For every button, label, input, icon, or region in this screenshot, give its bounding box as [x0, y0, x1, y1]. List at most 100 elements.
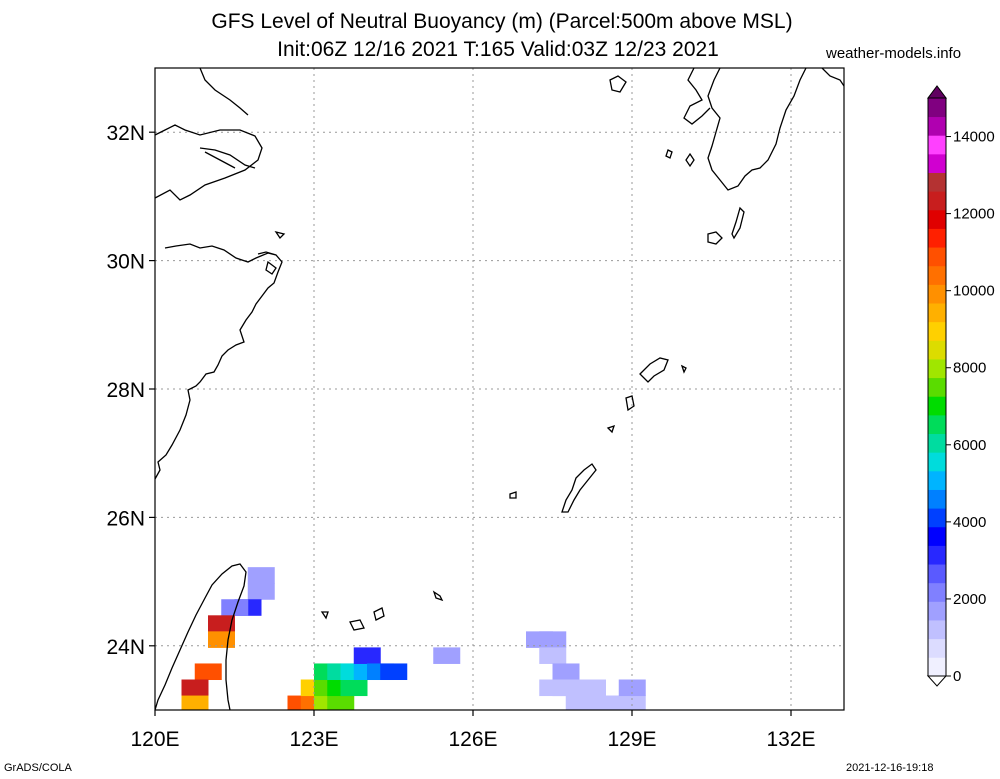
- colorbar-segment: [928, 284, 946, 304]
- colorbar-segment: [928, 265, 946, 285]
- colorbar-segment: [928, 321, 946, 341]
- x-tick-label: 120E: [130, 728, 179, 751]
- field-cell: [327, 695, 355, 710]
- coastline-china: [155, 243, 283, 480]
- island-hachijo: [680, 364, 687, 374]
- island-zhoushan: [265, 230, 286, 275]
- colorbar-segment: [928, 582, 946, 602]
- field-cell: [579, 679, 606, 697]
- field-cell: [208, 615, 235, 632]
- colorbar-min-arrow: [926, 675, 948, 687]
- coastline-yangtze: [155, 124, 263, 201]
- colorbar-segment: [928, 545, 946, 565]
- field-cell: [618, 695, 646, 710]
- x-tick-label: 126E: [448, 728, 497, 751]
- x-tick-label: 123E: [289, 728, 338, 751]
- colorbar: 0 2000 4000 6000 8000 10000 12000 14000: [926, 85, 995, 687]
- colorbar-segment: [928, 191, 946, 211]
- colorbar-frame: [927, 97, 947, 677]
- colorbar-segment: [928, 508, 946, 528]
- field-cell: [353, 647, 381, 664]
- x-tick-label: 129E: [607, 728, 656, 751]
- island-hateruma: [320, 611, 329, 620]
- colorbar-segment: [928, 247, 946, 267]
- island-kumejima: [509, 491, 517, 499]
- y-tick-label: 26N: [106, 507, 145, 530]
- colorbar-segment: [928, 303, 946, 323]
- colorbar-segment: [928, 228, 946, 248]
- field-cell: [433, 647, 461, 664]
- coastline-north: [199, 68, 249, 116]
- field-cell: [539, 679, 567, 697]
- island-miyako: [432, 590, 444, 602]
- colorbar-segment: [928, 377, 946, 397]
- colorbar-segment: [928, 601, 946, 621]
- colorbar-segment: [928, 209, 946, 229]
- colorbar-label: 0: [953, 668, 961, 685]
- colorbar-segment: [928, 620, 946, 640]
- island-tokunoshima: [625, 395, 635, 412]
- field-cell: [247, 583, 275, 600]
- colorbar-max-arrow: [927, 85, 947, 99]
- colorbar-label: 14000: [953, 129, 995, 146]
- colorbar-label: 4000: [953, 514, 986, 531]
- colorbar-segment: [928, 638, 946, 658]
- colorbar-segment: [928, 433, 946, 453]
- coastline-taiwan: [155, 563, 247, 710]
- field-cell: [181, 695, 209, 710]
- footer-timestamp: 2021-12-16-19:18: [846, 762, 934, 774]
- island-okinoerabu: [606, 424, 616, 434]
- colorbar-segment: [928, 657, 946, 677]
- field-cell: [539, 631, 567, 648]
- coastline-kyushu: [683, 68, 807, 191]
- colorbar-segment: [928, 452, 946, 472]
- island-amami: [639, 357, 669, 383]
- y-tick-label: 30N: [106, 251, 145, 274]
- colorbar-label: 10000: [953, 283, 995, 300]
- colorbar-segment: [928, 340, 946, 360]
- chart-subtitle: Init:06Z 12/16 2021 T:165 Valid:03Z 12/2…: [277, 38, 719, 61]
- field-cells: [181, 567, 646, 710]
- colorbar-segment: [928, 489, 946, 509]
- colorbar-segment: [928, 135, 946, 155]
- field-cell: [552, 663, 580, 681]
- field-cell: [539, 647, 567, 664]
- colorbar-segment: [928, 526, 946, 546]
- island-tanegashima: [731, 206, 745, 240]
- island-goto: [665, 149, 695, 168]
- map-axes: 120E 123E 126E 129E 132E 24N 26N 28N 30N 32N: [106, 122, 815, 751]
- branding-label: weather-models.info: [826, 45, 962, 62]
- colorbar-segment: [928, 172, 946, 192]
- field-cell: [380, 663, 408, 681]
- colorbar-label: 12000: [953, 206, 995, 223]
- colorbar-segment: [928, 153, 946, 173]
- island-okinawa: [561, 463, 597, 513]
- coastlines: [155, 68, 844, 710]
- colorbar-segment: [928, 116, 946, 136]
- colorbar-label: 6000: [953, 437, 986, 454]
- island-yakushima: [707, 231, 723, 245]
- colorbar-label: 8000: [953, 360, 986, 377]
- y-tick-label: 32N: [106, 122, 145, 145]
- colorbar-segment: [928, 414, 946, 435]
- field-cell: [340, 679, 368, 697]
- field-cell: [181, 679, 209, 697]
- coastline-sw-korea: [609, 68, 844, 93]
- colorbar-segment: [928, 359, 946, 379]
- chart-title: GFS Level of Neutral Buoyancy (m) (Parce…: [211, 10, 793, 33]
- field-cell: [194, 663, 222, 681]
- x-tick-label: 132E: [766, 728, 815, 751]
- y-tick-label: 28N: [106, 379, 145, 402]
- field-cell: [221, 599, 249, 616]
- colorbar-segment: [928, 564, 946, 584]
- colorbar-segment: [928, 396, 946, 416]
- footer-software-label: GrADS/COLA: [4, 762, 72, 774]
- colorbar-label: 2000: [953, 591, 986, 608]
- colorbar-segment: [928, 98, 946, 118]
- island-ishigaki: [349, 607, 385, 631]
- field-cell: [247, 567, 275, 584]
- y-tick-label: 24N: [106, 636, 145, 659]
- map-gridlines: [155, 68, 844, 710]
- colorbar-segment: [928, 470, 946, 490]
